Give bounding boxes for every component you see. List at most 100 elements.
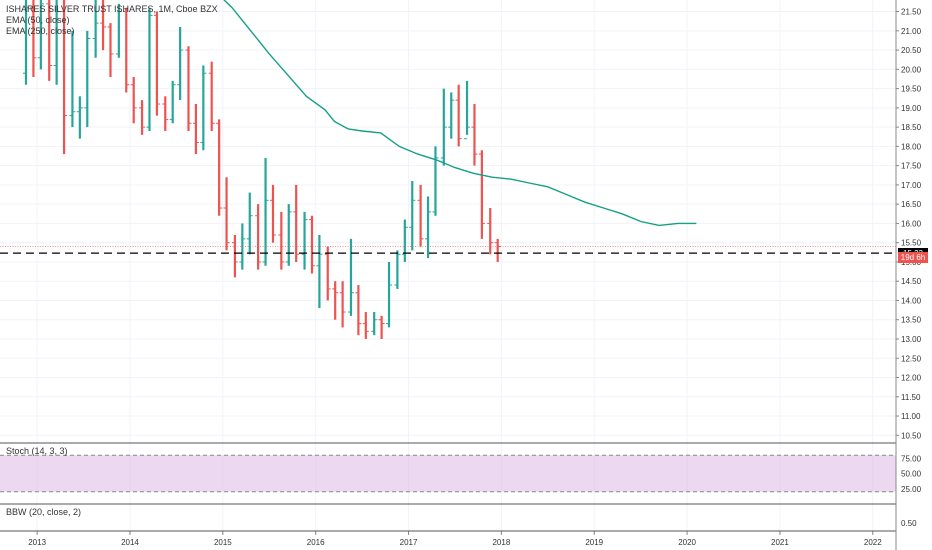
time-tick-label: 2022 xyxy=(864,538,882,547)
price-tick-label: 21.50 xyxy=(901,8,922,17)
price-tick-label: 17.00 xyxy=(901,181,922,190)
price-tick-label: 16.00 xyxy=(901,219,922,228)
price-tick-label: 10.50 xyxy=(901,431,922,440)
time-tick-label: 2016 xyxy=(307,538,325,547)
ohlc-bar[interactable] xyxy=(471,104,478,166)
countdown-badge: 19d 6h xyxy=(898,251,928,263)
price-tick-label: 16.50 xyxy=(901,200,922,209)
ohlc-bar[interactable] xyxy=(115,3,122,58)
ohlc-bar[interactable] xyxy=(316,234,323,309)
ohlc-bar[interactable] xyxy=(409,181,416,251)
ohlc-bar[interactable] xyxy=(130,77,137,124)
ohlc-bar[interactable] xyxy=(231,234,238,278)
ohlc-bar[interactable] xyxy=(76,96,83,139)
stoch-panel[interactable]: 75.00 50.00 25.00 xyxy=(0,454,922,494)
price-tick-label: 19.50 xyxy=(901,85,922,94)
ohlc-bar[interactable] xyxy=(239,223,246,270)
price-tick-label: 11.00 xyxy=(901,412,921,421)
ohlc-bar[interactable] xyxy=(192,104,199,155)
ohlc-bar[interactable] xyxy=(246,192,253,255)
ohlc-bar[interactable] xyxy=(362,312,369,339)
ema50-legend: EMA (50, close) xyxy=(6,15,70,25)
bbw-tick-label: 0.50 xyxy=(901,519,917,528)
ohlc-bar[interactable] xyxy=(216,119,223,216)
ohlc-bar[interactable] xyxy=(448,92,455,139)
ohlc-bar[interactable] xyxy=(92,0,99,58)
ohlc-bar[interactable] xyxy=(61,0,68,155)
ohlc-bar[interactable] xyxy=(464,80,471,140)
bbw-panel[interactable]: 0.50 xyxy=(901,519,917,528)
time-axis[interactable]: 2013 2014 2015 2016 2017 2018 2019 2020 2021 2022 xyxy=(28,531,882,547)
ohlc-bar[interactable] xyxy=(386,261,393,328)
ohlc-bar[interactable] xyxy=(478,150,485,239)
price-tick-label: 13.50 xyxy=(901,316,922,325)
ohlc-bar[interactable] xyxy=(262,157,269,266)
ohlc-bar[interactable] xyxy=(22,0,29,85)
ohlc-bar[interactable] xyxy=(169,80,176,124)
ohlc-bar[interactable] xyxy=(53,0,60,85)
price-tick-label: 21.00 xyxy=(901,27,922,36)
time-tick-label: 2013 xyxy=(28,538,46,547)
ohlc-bar[interactable] xyxy=(200,65,207,151)
ohlc-bar[interactable] xyxy=(301,211,308,270)
ohlc-bar[interactable] xyxy=(185,46,192,131)
ohlc-bar[interactable] xyxy=(100,0,107,51)
time-tick-label: 2019 xyxy=(585,538,603,547)
time-tick-label: 2017 xyxy=(400,538,418,547)
ohlc-bar[interactable] xyxy=(123,7,130,93)
ohlc-bar[interactable] xyxy=(139,100,146,135)
ohlc-bar[interactable] xyxy=(394,250,401,289)
ohlc-bar[interactable] xyxy=(69,30,76,128)
ohlc-bar[interactable] xyxy=(153,11,160,116)
time-tick-label: 2014 xyxy=(121,538,139,547)
time-tick-label: 2020 xyxy=(678,538,696,547)
ohlc-bar[interactable] xyxy=(455,84,462,147)
ohlc-bar[interactable] xyxy=(223,177,230,251)
ohlc-bar[interactable] xyxy=(440,88,447,166)
price-tick-label: 15.50 xyxy=(901,239,922,248)
ohlc-bar[interactable] xyxy=(332,281,339,320)
chart-title: ISHARES SILVER TRUST ISHARES, 1M, Cboe B… xyxy=(6,4,218,14)
ohlc-bar[interactable] xyxy=(84,30,91,128)
price-tick-label: 19.00 xyxy=(901,104,922,113)
price-bars[interactable] xyxy=(22,0,501,339)
ema-line xyxy=(223,0,697,227)
ohlc-bar[interactable] xyxy=(378,315,385,339)
ohlc-bar[interactable] xyxy=(339,281,346,328)
ohlc-bar[interactable] xyxy=(285,204,292,266)
bbw-legend: BBW (20, close, 2) xyxy=(6,507,82,517)
ohlc-bar[interactable] xyxy=(355,285,362,336)
time-tick-label: 2015 xyxy=(214,538,232,547)
ohlc-bar[interactable] xyxy=(162,96,169,131)
ohlc-bar[interactable] xyxy=(208,61,215,131)
ohlc-bar[interactable] xyxy=(371,312,378,336)
ohlc-bar[interactable] xyxy=(417,184,424,247)
ohlc-bar[interactable] xyxy=(146,7,153,131)
price-tick-label: 14.00 xyxy=(901,296,922,305)
price-tick-label: 17.50 xyxy=(901,162,922,171)
ohlc-bar[interactable] xyxy=(432,146,439,216)
ohlc-bar[interactable] xyxy=(177,26,184,101)
ohlc-bar[interactable] xyxy=(278,211,285,270)
ohlc-bar[interactable] xyxy=(255,204,262,270)
ohlc-bar[interactable] xyxy=(269,184,276,243)
price-tick-label: 13.00 xyxy=(901,335,922,344)
price-tick-label: 12.00 xyxy=(901,374,922,383)
ohlc-bar[interactable] xyxy=(30,0,37,78)
ohlc-bar[interactable] xyxy=(37,0,44,70)
ohlc-bar[interactable] xyxy=(347,238,354,316)
ohlc-bar[interactable] xyxy=(425,196,432,259)
time-tick-label: 2018 xyxy=(492,538,510,547)
ohlc-bar[interactable] xyxy=(308,215,315,274)
ohlc-bar[interactable] xyxy=(107,23,114,78)
ema250-legend: EMA (250, close) xyxy=(6,26,75,36)
ohlc-bar[interactable] xyxy=(293,184,300,262)
price-tick-label: 18.00 xyxy=(901,142,922,151)
ohlc-bar[interactable] xyxy=(46,0,53,81)
price-tick-label: 11.50 xyxy=(901,393,921,402)
price-tick-label: 18.50 xyxy=(901,123,922,132)
ohlc-bar[interactable] xyxy=(401,219,408,262)
ohlc-bar[interactable] xyxy=(324,246,331,301)
stoch-tick-label: 75.00 xyxy=(901,454,922,463)
